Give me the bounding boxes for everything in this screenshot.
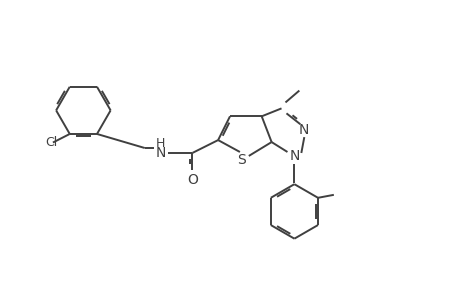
Text: Cl: Cl [45, 136, 58, 149]
Text: N: N [289, 149, 299, 163]
Text: N: N [155, 146, 166, 160]
Text: H: H [156, 136, 165, 150]
Text: S: S [237, 153, 246, 167]
Text: O: O [186, 173, 197, 187]
Text: N: N [298, 123, 309, 137]
